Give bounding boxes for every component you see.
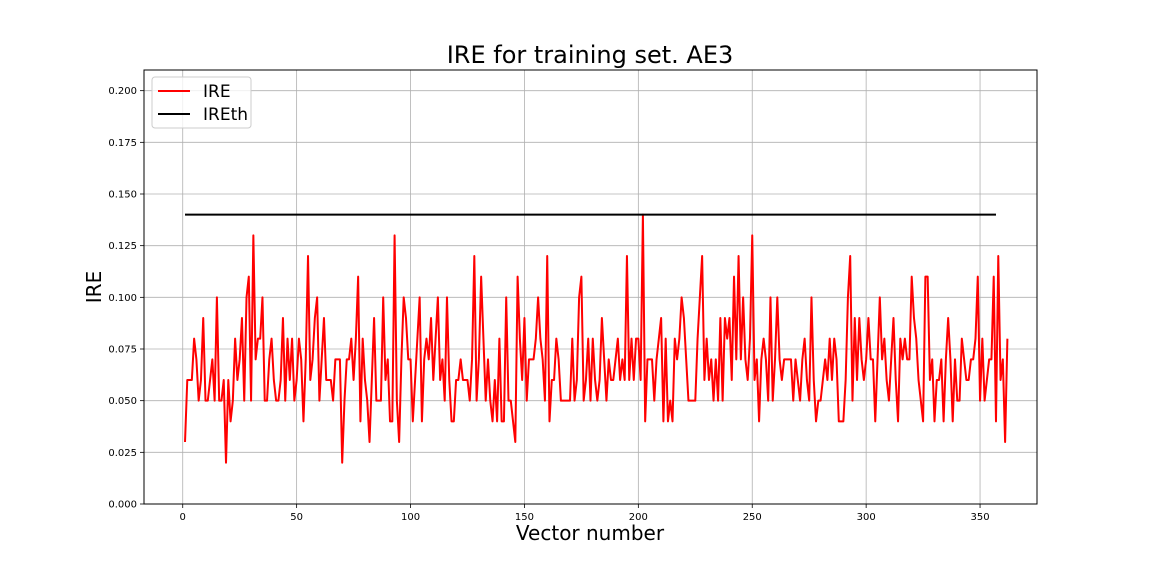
y-tick-label: 0.200	[108, 86, 137, 97]
x-tick-label: 0	[180, 512, 186, 523]
legend-box	[151, 76, 252, 129]
y-tick-label: 0.100	[108, 293, 137, 304]
x-tick-label: 300	[857, 512, 876, 523]
y-tick-label: 0.050	[108, 396, 137, 407]
series-lines	[184, 213, 1009, 464]
y-axis-label: IRE	[82, 271, 106, 303]
x-tick-label: 50	[290, 512, 303, 523]
x-tick-label: 350	[971, 512, 990, 523]
legend-label-ire: IRE	[203, 82, 231, 102]
y-tick-label: 0.125	[108, 241, 137, 252]
x-tick-label: 200	[629, 512, 648, 523]
axis-ticks: 0 50 100 150 200 250 300 350 0.000 0.025 0.050 0.07…	[108, 86, 989, 523]
y-tick-label: 0.075	[108, 345, 137, 356]
grid	[144, 70, 1037, 505]
legend: IRE IREth	[151, 76, 252, 129]
series-line-ire	[184, 213, 1009, 464]
y-tick-label: 0.150	[108, 190, 137, 201]
x-tick-label: 100	[401, 512, 420, 523]
chart-title: IRE for training set. AE3	[447, 41, 734, 69]
y-tick-label: 0.025	[108, 448, 137, 459]
y-tick-label: 0.000	[108, 500, 137, 511]
x-tick-label: 250	[743, 512, 762, 523]
legend-label-ireth: IREth	[203, 105, 248, 125]
x-axis-label: Vector number	[516, 521, 665, 545]
plot-area-frame	[143, 69, 1038, 505]
y-tick-label: 0.175	[108, 138, 137, 149]
x-tick-label: 150	[515, 512, 534, 523]
